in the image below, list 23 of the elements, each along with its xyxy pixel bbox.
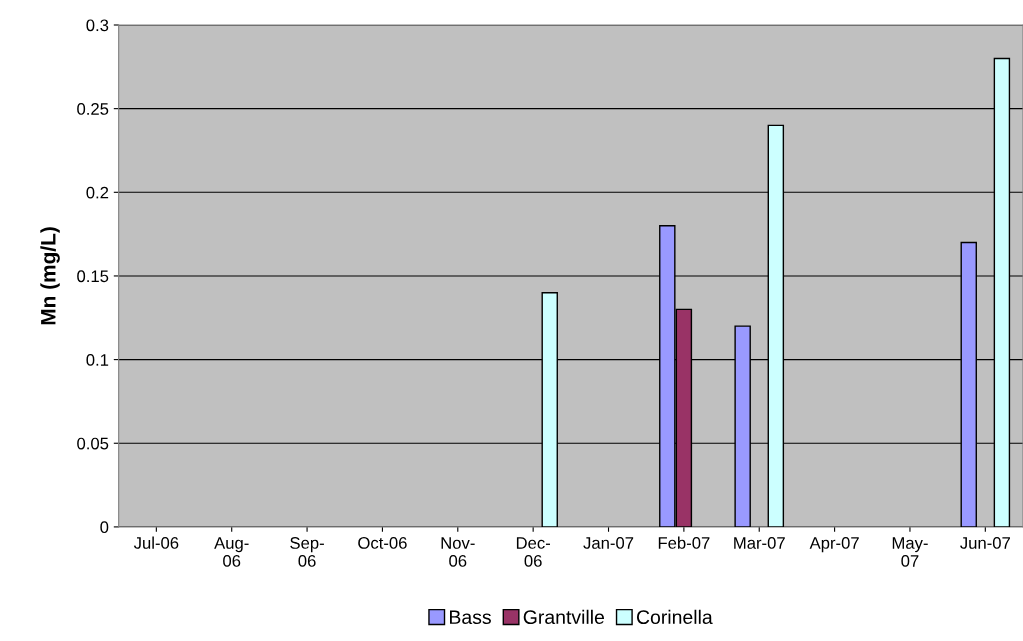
x-tick-label: Jul-06 [133, 536, 179, 549]
y-tick-label: 0.3 [86, 19, 109, 32]
y-tick-label: 0.1 [86, 354, 109, 366]
x-tick-label: Feb-07 [658, 536, 710, 549]
x-tick-label: Apr-07 [809, 537, 859, 553]
legend-label: Bass [450, 610, 491, 625]
y-tick-label: 0.25 [77, 103, 109, 115]
x-tick-label: Dec- 06 [516, 537, 551, 567]
x-tick-label: Aug- 06 [214, 537, 249, 567]
x-tick-label: Jun-07 [960, 537, 1010, 549]
x-tick-label: May- 07 [892, 537, 928, 567]
x-tick-label: Nov- 06 [441, 537, 475, 567]
x-tick-label: Mar-07 [734, 537, 785, 549]
legend-label: Grantville [523, 609, 605, 625]
legend-label: Corinella [636, 609, 713, 625]
y-tick-label: 0.2 [86, 186, 109, 199]
y-axis-title: Mn (mg/L) [40, 227, 60, 325]
x-tick-label: Oct-06 [358, 537, 407, 549]
x-tick-label: Jan-07 [583, 537, 634, 549]
y-tick-label: 0 [100, 521, 109, 534]
y-tick-label: 0.15 [77, 270, 109, 283]
x-tick-label: Sep- 06 [290, 537, 324, 567]
y-tick-label: 0.05 [77, 437, 109, 450]
